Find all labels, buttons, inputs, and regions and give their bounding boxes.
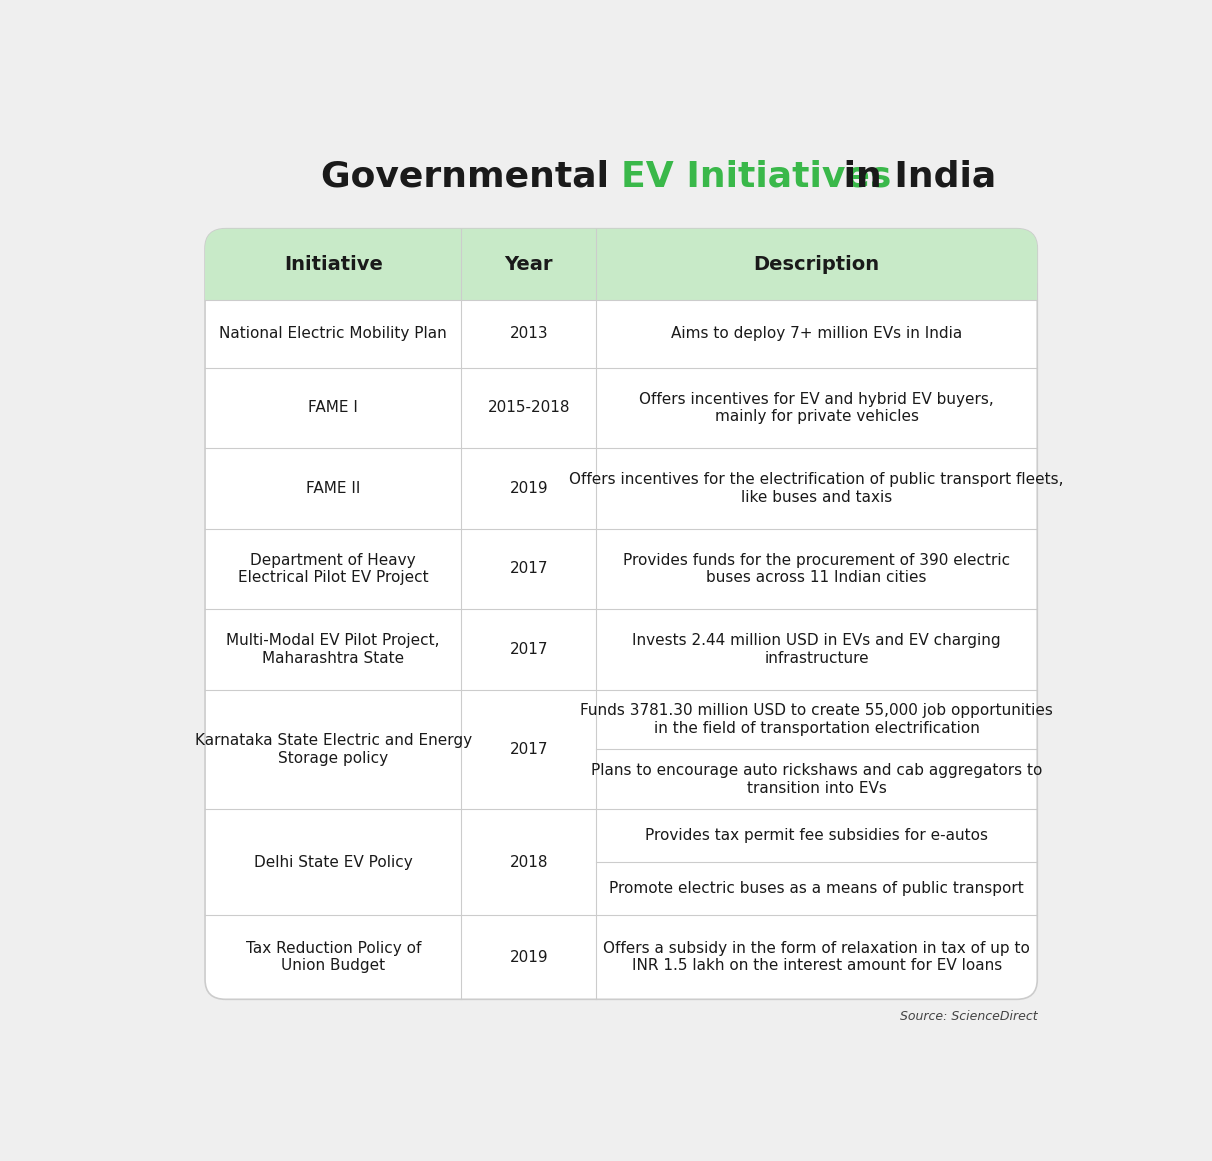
Text: 2019: 2019 xyxy=(509,950,548,965)
Text: Year: Year xyxy=(504,255,553,274)
Text: 2017: 2017 xyxy=(509,561,548,576)
Text: Provides tax permit fee subsidies for e-autos: Provides tax permit fee subsidies for e-… xyxy=(645,828,988,843)
Text: Offers incentives for EV and hybrid EV buyers,
mainly for private vehicles: Offers incentives for EV and hybrid EV b… xyxy=(640,391,994,424)
Text: Karnataka State Electric and Energy
Storage policy: Karnataka State Electric and Energy Stor… xyxy=(195,734,471,765)
Text: Department of Heavy
Electrical Pilot EV Project: Department of Heavy Electrical Pilot EV … xyxy=(238,553,429,585)
Text: Delhi State EV Policy: Delhi State EV Policy xyxy=(253,854,412,870)
FancyBboxPatch shape xyxy=(205,229,1037,301)
Text: EV Initiatives: EV Initiatives xyxy=(621,160,892,194)
Text: Aims to deploy 7+ million EVs in India: Aims to deploy 7+ million EVs in India xyxy=(671,326,962,341)
Text: 2017: 2017 xyxy=(509,642,548,657)
Text: Plans to encourage auto rickshaws and cab aggregators to
transition into EVs: Plans to encourage auto rickshaws and ca… xyxy=(591,763,1042,795)
Text: Tax Reduction Policy of
Union Budget: Tax Reduction Policy of Union Budget xyxy=(246,942,421,973)
Text: 2019: 2019 xyxy=(509,481,548,496)
Text: Description: Description xyxy=(754,255,880,274)
Text: FAME II: FAME II xyxy=(305,481,360,496)
Text: Initiative: Initiative xyxy=(284,255,383,274)
Text: Offers incentives for the electrification of public transport fleets,
like buses: Offers incentives for the electrificatio… xyxy=(570,473,1064,505)
Text: 2018: 2018 xyxy=(509,854,548,870)
Text: Invests 2.44 million USD in EVs and EV charging
infrastructure: Invests 2.44 million USD in EVs and EV c… xyxy=(633,633,1001,665)
Text: Funds 3781.30 million USD to create 55,000 job opportunities
in the field of tra: Funds 3781.30 million USD to create 55,0… xyxy=(581,704,1053,736)
Text: National Electric Mobility Plan: National Electric Mobility Plan xyxy=(219,326,447,341)
Bar xyxy=(205,268,1037,301)
Text: Offers a subsidy in the form of relaxation in tax of up to
INR 1.5 lakh on the i: Offers a subsidy in the form of relaxati… xyxy=(604,942,1030,973)
Text: Source: ScienceDirect: Source: ScienceDirect xyxy=(899,1010,1037,1023)
Text: FAME I: FAME I xyxy=(308,401,358,416)
Text: Governmental: Governmental xyxy=(320,160,621,194)
Text: 2013: 2013 xyxy=(509,326,548,341)
Text: Multi-Modal EV Pilot Project,
Maharashtra State: Multi-Modal EV Pilot Project, Maharashtr… xyxy=(227,633,440,665)
FancyBboxPatch shape xyxy=(205,229,1037,1000)
Text: Provides funds for the procurement of 390 electric
buses across 11 Indian cities: Provides funds for the procurement of 39… xyxy=(623,553,1011,585)
Text: 2017: 2017 xyxy=(509,742,548,757)
Text: 2015-2018: 2015-2018 xyxy=(487,401,570,416)
Text: in India: in India xyxy=(830,160,996,194)
Text: Promote electric buses as a means of public transport: Promote electric buses as a means of pub… xyxy=(610,881,1024,896)
